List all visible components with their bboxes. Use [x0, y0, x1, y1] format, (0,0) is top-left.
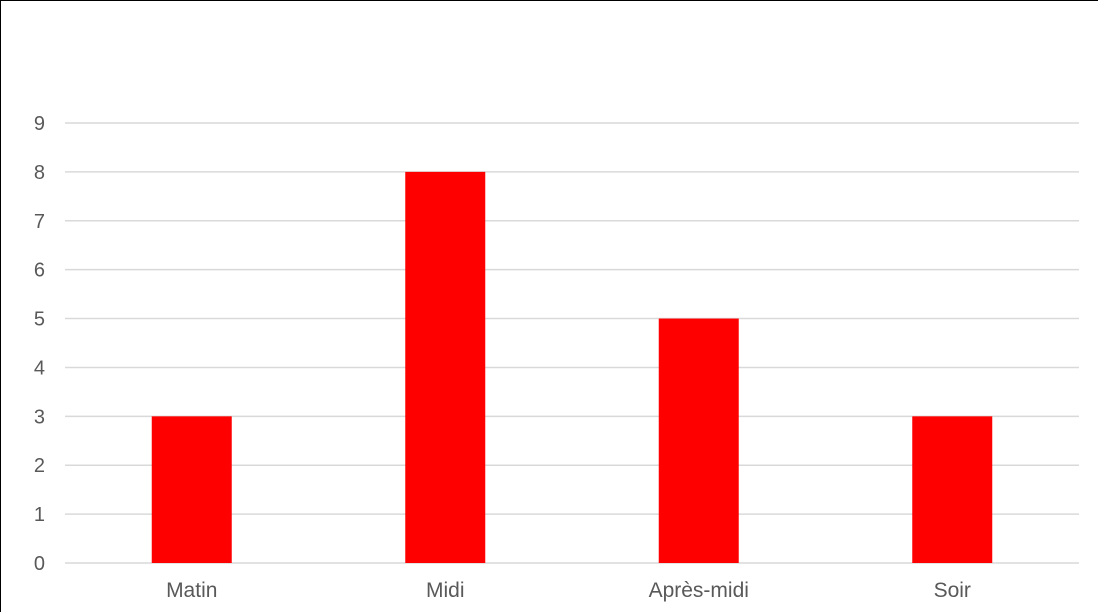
x-category-label: Soir: [934, 579, 971, 602]
y-tick-label: 3: [34, 406, 45, 428]
y-axis-tick-labels: 0 1 2 3 4 5 6 7 8 9: [34, 113, 45, 575]
bar-2: [658, 318, 739, 563]
x-category-label: Matin: [166, 579, 217, 602]
y-tick-label: 4: [34, 357, 45, 379]
x-category-label: Midi: [426, 579, 465, 602]
x-axis-category-labels: Matin Midi Après-midi Soir: [166, 579, 971, 602]
x-category-label: Après-midi: [649, 579, 749, 602]
bar-0: [151, 416, 232, 563]
y-tick-label: 1: [34, 504, 45, 526]
y-tick-label: 9: [34, 113, 45, 135]
y-tick-label: 8: [34, 162, 45, 184]
y-tick-label: 0: [34, 553, 45, 575]
y-tick-label: 5: [34, 309, 45, 331]
y-tick-label: 6: [34, 260, 45, 282]
bars: [151, 171, 993, 563]
gridlines: [65, 122, 1079, 564]
y-tick-label: 2: [34, 455, 45, 477]
y-tick-label: 7: [34, 211, 45, 233]
bar-3: [912, 416, 993, 563]
bar-1: [405, 171, 486, 563]
